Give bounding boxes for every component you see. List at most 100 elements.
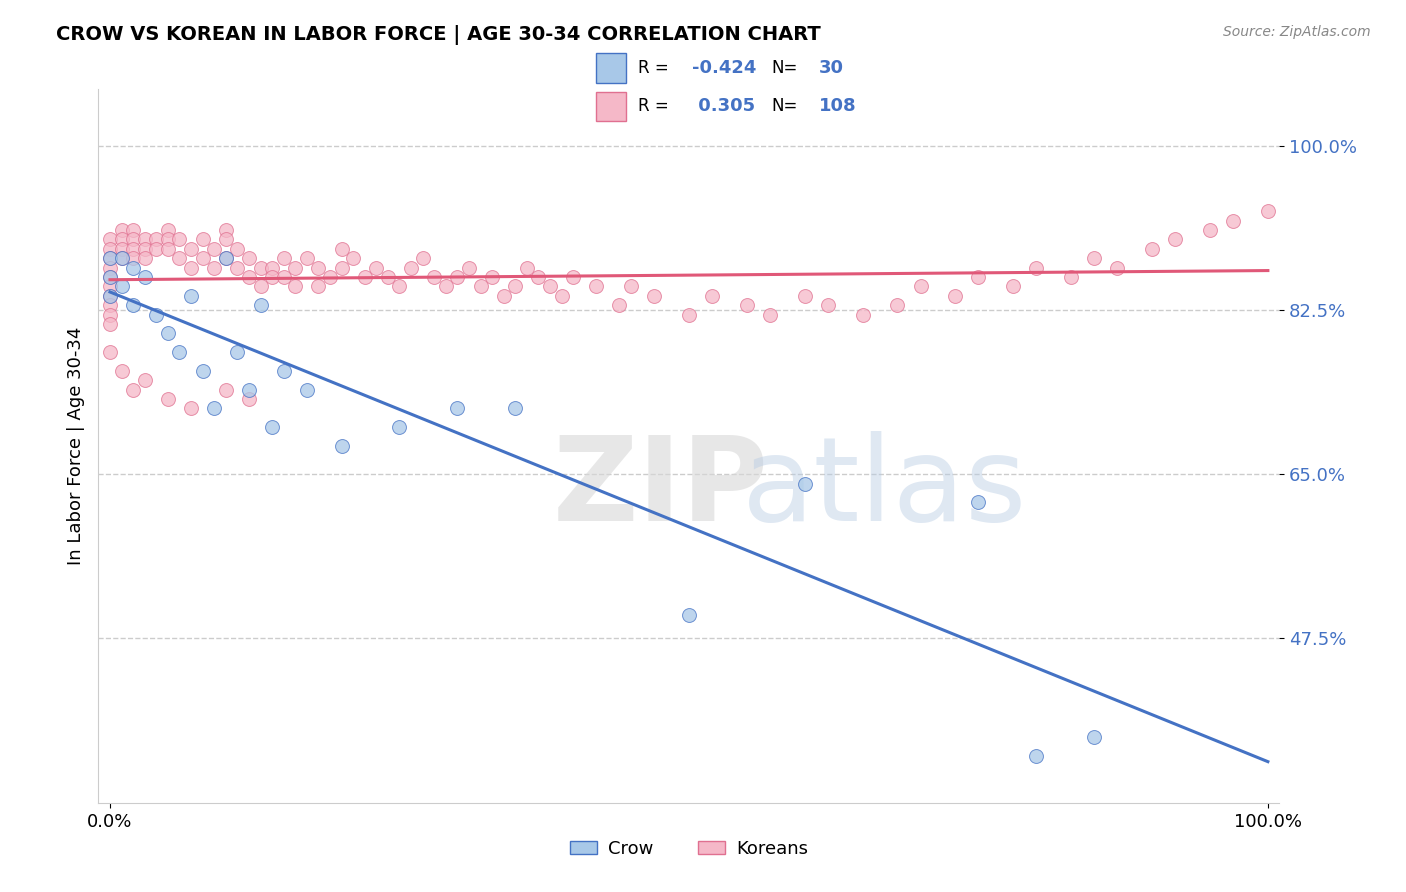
- Point: [238, 270, 260, 285]
- Point: [134, 232, 156, 246]
- Point: [156, 326, 179, 341]
- Point: [169, 345, 191, 359]
- Point: [550, 289, 572, 303]
- Point: [215, 251, 238, 265]
- Point: [238, 251, 260, 265]
- Y-axis label: In Labor Force | Age 30-34: In Labor Force | Age 30-34: [66, 326, 84, 566]
- Point: [191, 364, 214, 378]
- Point: [609, 298, 631, 312]
- Point: [1140, 242, 1163, 256]
- Point: [180, 260, 202, 275]
- Point: [943, 289, 966, 303]
- Point: [110, 364, 132, 378]
- Point: [122, 251, 145, 265]
- Point: [145, 232, 167, 246]
- Point: [295, 251, 318, 265]
- Point: [98, 298, 121, 312]
- Point: [156, 223, 179, 237]
- Point: [1199, 223, 1222, 237]
- Point: [98, 270, 121, 285]
- Point: [1025, 260, 1047, 275]
- Point: [98, 260, 121, 275]
- Point: [470, 279, 492, 293]
- Point: [319, 270, 342, 285]
- Point: [226, 242, 249, 256]
- Point: [98, 289, 121, 303]
- Point: [156, 392, 179, 406]
- Point: [330, 260, 353, 275]
- Point: [492, 289, 515, 303]
- Bar: [596, 53, 626, 83]
- Text: 0.305: 0.305: [692, 97, 755, 115]
- Point: [169, 251, 191, 265]
- Point: [134, 242, 156, 256]
- Point: [215, 223, 238, 237]
- Text: R =: R =: [638, 97, 669, 115]
- Text: N=: N=: [770, 97, 797, 115]
- Point: [156, 232, 179, 246]
- Point: [1025, 748, 1047, 763]
- Point: [98, 232, 121, 246]
- Point: [423, 270, 446, 285]
- Point: [180, 289, 202, 303]
- Point: [735, 298, 758, 312]
- Point: [98, 251, 121, 265]
- Point: [98, 251, 121, 265]
- Point: [366, 260, 388, 275]
- Point: [307, 279, 329, 293]
- Text: 30: 30: [820, 59, 844, 77]
- Point: [122, 383, 145, 397]
- Text: 108: 108: [820, 97, 856, 115]
- Point: [273, 364, 295, 378]
- Point: [122, 223, 145, 237]
- Point: [817, 298, 839, 312]
- Text: ZIP: ZIP: [553, 432, 769, 546]
- Point: [793, 476, 815, 491]
- Point: [1002, 279, 1025, 293]
- Point: [307, 260, 329, 275]
- Point: [98, 279, 121, 293]
- Point: [134, 251, 156, 265]
- Point: [122, 232, 145, 246]
- Point: [967, 495, 990, 509]
- Point: [145, 308, 167, 322]
- Point: [434, 279, 457, 293]
- Point: [273, 251, 295, 265]
- Point: [967, 270, 990, 285]
- Point: [886, 298, 908, 312]
- Text: atlas: atlas: [742, 432, 1028, 546]
- Point: [412, 251, 434, 265]
- Point: [262, 420, 284, 434]
- Legend: Crow, Koreans: Crow, Koreans: [562, 833, 815, 865]
- Point: [377, 270, 399, 285]
- Point: [98, 308, 121, 322]
- Point: [238, 392, 260, 406]
- Point: [620, 279, 643, 293]
- Point: [643, 289, 665, 303]
- Point: [1222, 213, 1244, 227]
- Point: [503, 401, 526, 416]
- Text: N=: N=: [770, 59, 797, 77]
- Text: Source: ZipAtlas.com: Source: ZipAtlas.com: [1223, 25, 1371, 39]
- Point: [249, 298, 271, 312]
- Point: [1083, 251, 1105, 265]
- Point: [330, 242, 353, 256]
- Point: [273, 270, 295, 285]
- Point: [145, 242, 167, 256]
- Text: R =: R =: [638, 59, 669, 77]
- Point: [134, 373, 156, 387]
- Point: [122, 298, 145, 312]
- Point: [284, 260, 307, 275]
- Point: [122, 260, 145, 275]
- Point: [249, 260, 271, 275]
- Point: [98, 317, 121, 331]
- Point: [249, 279, 271, 293]
- Point: [852, 308, 875, 322]
- Point: [353, 270, 375, 285]
- Point: [98, 289, 121, 303]
- Point: [678, 308, 700, 322]
- Point: [262, 270, 284, 285]
- Point: [110, 251, 132, 265]
- Point: [399, 260, 422, 275]
- Point: [481, 270, 503, 285]
